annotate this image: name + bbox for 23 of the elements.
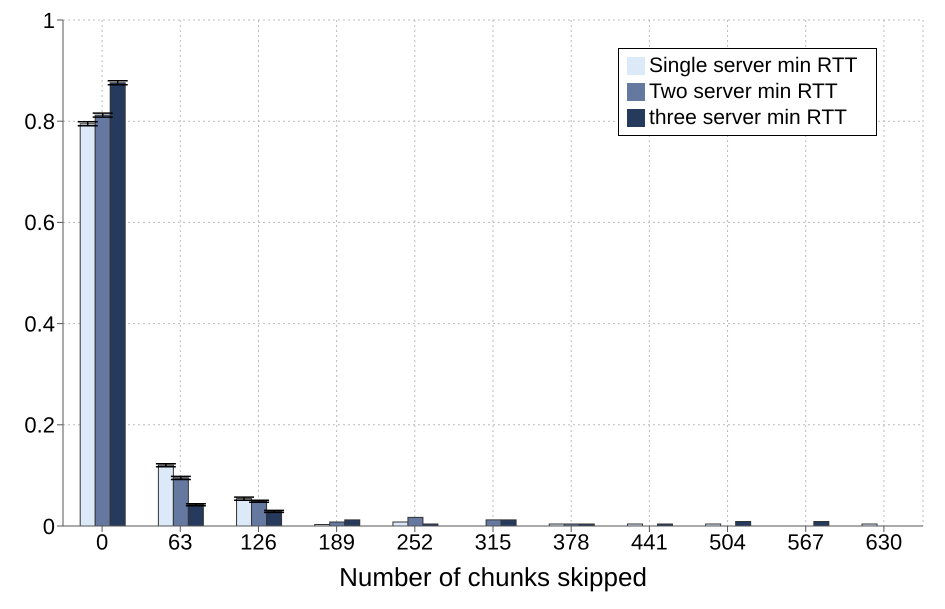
y-tick-label: 0 <box>42 514 55 539</box>
x-tick-label: 189 <box>318 530 355 555</box>
legend-label: three server min RTT <box>649 106 847 129</box>
x-tick-label: 315 <box>474 530 512 555</box>
x-tick-label: 126 <box>240 530 277 555</box>
x-tick-label: 0 <box>96 530 108 555</box>
x-tick-label: 441 <box>631 530 668 555</box>
y-tick-label: 1 <box>42 8 55 33</box>
legend-label: Single server min RTT <box>649 54 858 77</box>
bar <box>735 520 752 526</box>
bar <box>813 520 830 526</box>
y-tick-label: 0.6 <box>24 210 55 236</box>
x-tick-label: 63 <box>168 530 193 555</box>
y-tick-label: 0.8 <box>24 109 55 134</box>
x-tick-label: 630 <box>866 530 902 555</box>
x-tick-label: 252 <box>396 530 434 555</box>
x-tick-label: 504 <box>709 530 746 555</box>
legend-label: Two server min RTT <box>649 80 838 103</box>
y-tick-label: 0.2 <box>24 412 55 438</box>
x-tick-label: 378 <box>552 530 590 555</box>
x-tick-label: 567 <box>787 530 824 555</box>
y-tick-label: 0.4 <box>24 311 55 336</box>
x-axis-title: Number of chunks skipped <box>339 562 647 592</box>
